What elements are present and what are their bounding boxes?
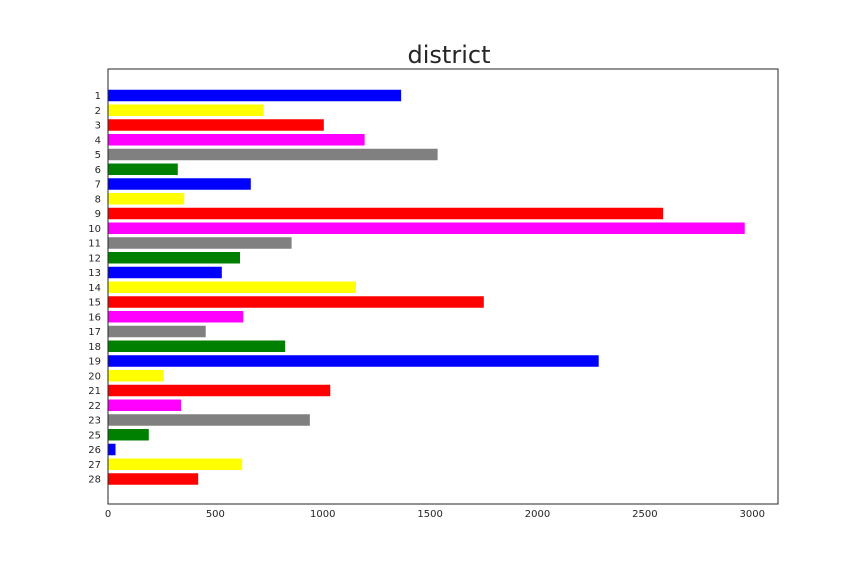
- y-axis-ticks: 1234567891011121314151617181920212223252…: [88, 91, 101, 486]
- y-tick-label: 5: [95, 150, 101, 161]
- bar-district-6: [108, 163, 178, 175]
- y-tick-label: 15: [88, 298, 101, 309]
- y-tick-label: 9: [95, 209, 101, 220]
- bar-district-9: [108, 207, 664, 220]
- y-tick-label: 25: [88, 430, 101, 441]
- y-tick-label: 7: [95, 180, 101, 191]
- plot-area-frame: [107, 68, 779, 505]
- bar-district-23: [108, 414, 310, 426]
- x-tick-label: 0: [105, 509, 111, 520]
- x-axis-ticks: 0 500 1000 1500 2000 2500 3000: [105, 509, 765, 520]
- y-tick-label: 6: [95, 165, 101, 176]
- y-tick-label: 23: [88, 416, 101, 427]
- y-tick-label: 20: [88, 371, 101, 382]
- y-tick-label: 14: [88, 283, 101, 294]
- y-tick-label: 17: [88, 327, 101, 338]
- bar-district-8: [108, 193, 185, 205]
- x-tick-label: 3000: [740, 509, 765, 520]
- y-tick-label: 11: [88, 239, 101, 250]
- bar-district-7: [108, 178, 251, 190]
- y-tick-label: 16: [88, 312, 101, 323]
- bar-district-28: [108, 473, 199, 485]
- bar-district-2: [108, 104, 264, 116]
- y-tick-label: 18: [88, 342, 101, 353]
- x-tick-label: 1000: [310, 509, 335, 520]
- y-tick-label: 3: [95, 121, 101, 132]
- bar-district-22: [108, 399, 182, 411]
- bar-district-25: [108, 429, 149, 441]
- y-tick-label: 27: [88, 460, 101, 471]
- bar-district-10: [108, 222, 745, 234]
- y-tick-label: 22: [88, 401, 101, 412]
- x-tick-label: 500: [206, 509, 225, 520]
- bar-district-12: [108, 252, 241, 264]
- y-tick-label: 2: [95, 106, 101, 117]
- x-tick-label: 2000: [525, 509, 550, 520]
- bar-district-19: [108, 355, 599, 367]
- y-tick-label: 10: [88, 224, 101, 235]
- y-tick-label: 4: [95, 135, 101, 146]
- bar-district-15: [108, 296, 484, 308]
- bar-district-14: [108, 281, 357, 293]
- x-tick-label: 2500: [632, 509, 657, 520]
- y-tick-label: 1: [95, 91, 101, 102]
- bar-district-3: [108, 119, 324, 131]
- bar-district-18: [108, 340, 286, 352]
- bars-group: [108, 89, 745, 485]
- bar-district-13: [108, 266, 222, 279]
- bar-district-16: [108, 311, 244, 323]
- bar-district-21: [108, 384, 331, 397]
- y-tick-label: 26: [88, 445, 101, 456]
- y-tick-label: 19: [88, 357, 101, 368]
- y-tick-label: 12: [88, 253, 101, 264]
- y-tick-label: 28: [88, 475, 101, 486]
- bar-district-20: [108, 370, 164, 382]
- bar-district-27: [108, 458, 243, 470]
- bar-district-11: [108, 237, 292, 249]
- bar-district-26: [108, 443, 116, 456]
- bar-district-5: [108, 148, 438, 161]
- y-tick-label: 21: [88, 386, 101, 397]
- bar-district-1: [108, 89, 402, 102]
- y-tick-label: 13: [88, 268, 101, 279]
- bar-district-17: [108, 325, 206, 338]
- y-tick-label: 8: [95, 194, 101, 205]
- chart-title: district: [408, 41, 491, 69]
- x-tick-label: 1500: [417, 509, 442, 520]
- bar-district-4: [108, 134, 365, 146]
